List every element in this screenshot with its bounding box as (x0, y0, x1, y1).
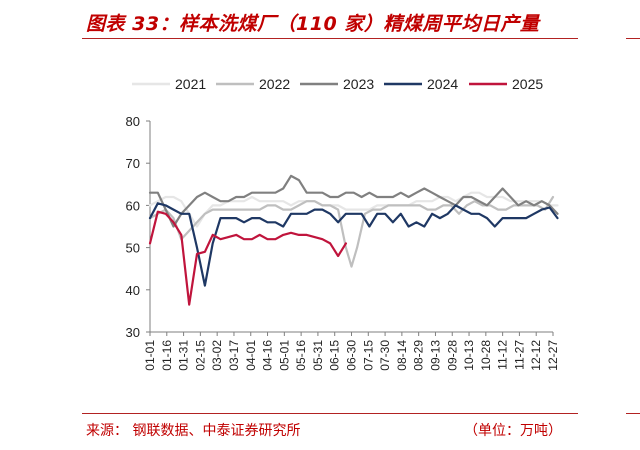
x-tick-label: 04-16 (261, 340, 275, 371)
x-tick-label: 10-28 (479, 340, 493, 371)
series-line-2024 (148, 202, 559, 287)
legend-label: 2022 (259, 76, 290, 92)
unit-note: （单位：万吨） (464, 423, 562, 439)
chart-legend: 2021 2022 2023 2024 2025 (132, 76, 543, 92)
x-tick-label: 05-31 (311, 340, 325, 371)
x-tick-label: 03-17 (227, 340, 241, 371)
x-tick-label: 07-15 (361, 340, 375, 371)
legend-item-2022: 2022 (216, 76, 290, 92)
source-note: 来源： 钢联数据、中泰证券研究所 (86, 423, 301, 439)
y-tick-label: 80 (126, 114, 140, 129)
x-tick-label: 11-27 (512, 340, 526, 370)
legend-label: 2024 (427, 76, 458, 92)
x-tick-label: 08-29 (412, 340, 426, 371)
x-tick-label: 09-13 (428, 340, 442, 371)
x-tick-label: 03-02 (210, 340, 224, 371)
legend-label: 2021 (175, 76, 206, 92)
y-tick-label: 70 (126, 156, 140, 171)
title-rule (82, 38, 578, 39)
x-tick-label: 08-14 (395, 340, 409, 371)
series-line-2023 (148, 174, 559, 228)
x-tick-label: 10-13 (462, 340, 476, 371)
x-tick-label: 12-27 (546, 340, 560, 371)
legend-item-2025: 2025 (469, 76, 543, 92)
x-tick-label: 09-28 (445, 340, 459, 371)
footer-rule (82, 413, 578, 414)
x-tick-label: 11-12 (496, 340, 510, 370)
series-line-2025 (148, 210, 347, 306)
x-tick-label: 05-16 (294, 340, 308, 371)
x-tick-label: 01-31 (177, 340, 191, 371)
y-tick-label: 60 (126, 198, 140, 213)
legend-item-2021: 2021 (132, 76, 206, 92)
y-axis: 30 40 50 60 70 80 (126, 114, 151, 340)
chart-series (148, 174, 559, 306)
side-rule-top (626, 38, 640, 39)
side-rule-bottom (626, 413, 640, 414)
legend-label: 2025 (512, 76, 543, 92)
x-axis: 01-01 01-16 01-31 02-15 03-02 03-17 04-01 04-16… (143, 331, 560, 371)
x-tick-label: 05-01 (277, 340, 291, 371)
x-tick-label: 07-30 (378, 340, 392, 371)
series-line-2021 (148, 191, 559, 228)
y-tick-label: 40 (126, 283, 140, 298)
x-tick-label: 12-12 (529, 340, 543, 371)
figure-title: 图表 33：样本洗煤厂（110 家）精煤周平均日产量 (86, 13, 540, 35)
y-tick-label: 50 (126, 241, 140, 256)
y-tick-label: 30 (126, 325, 140, 340)
x-tick-label: 04-01 (244, 340, 258, 371)
x-tick-label: 02-15 (193, 340, 207, 371)
legend-label: 2023 (343, 76, 374, 92)
x-tick-label: 01-16 (160, 340, 174, 371)
legend-item-2024: 2024 (384, 76, 458, 92)
x-tick-label: 06-30 (345, 340, 359, 371)
legend-item-2023: 2023 (300, 76, 374, 92)
x-tick-label: 06-15 (328, 340, 342, 371)
x-tick-label: 01-01 (143, 340, 157, 371)
